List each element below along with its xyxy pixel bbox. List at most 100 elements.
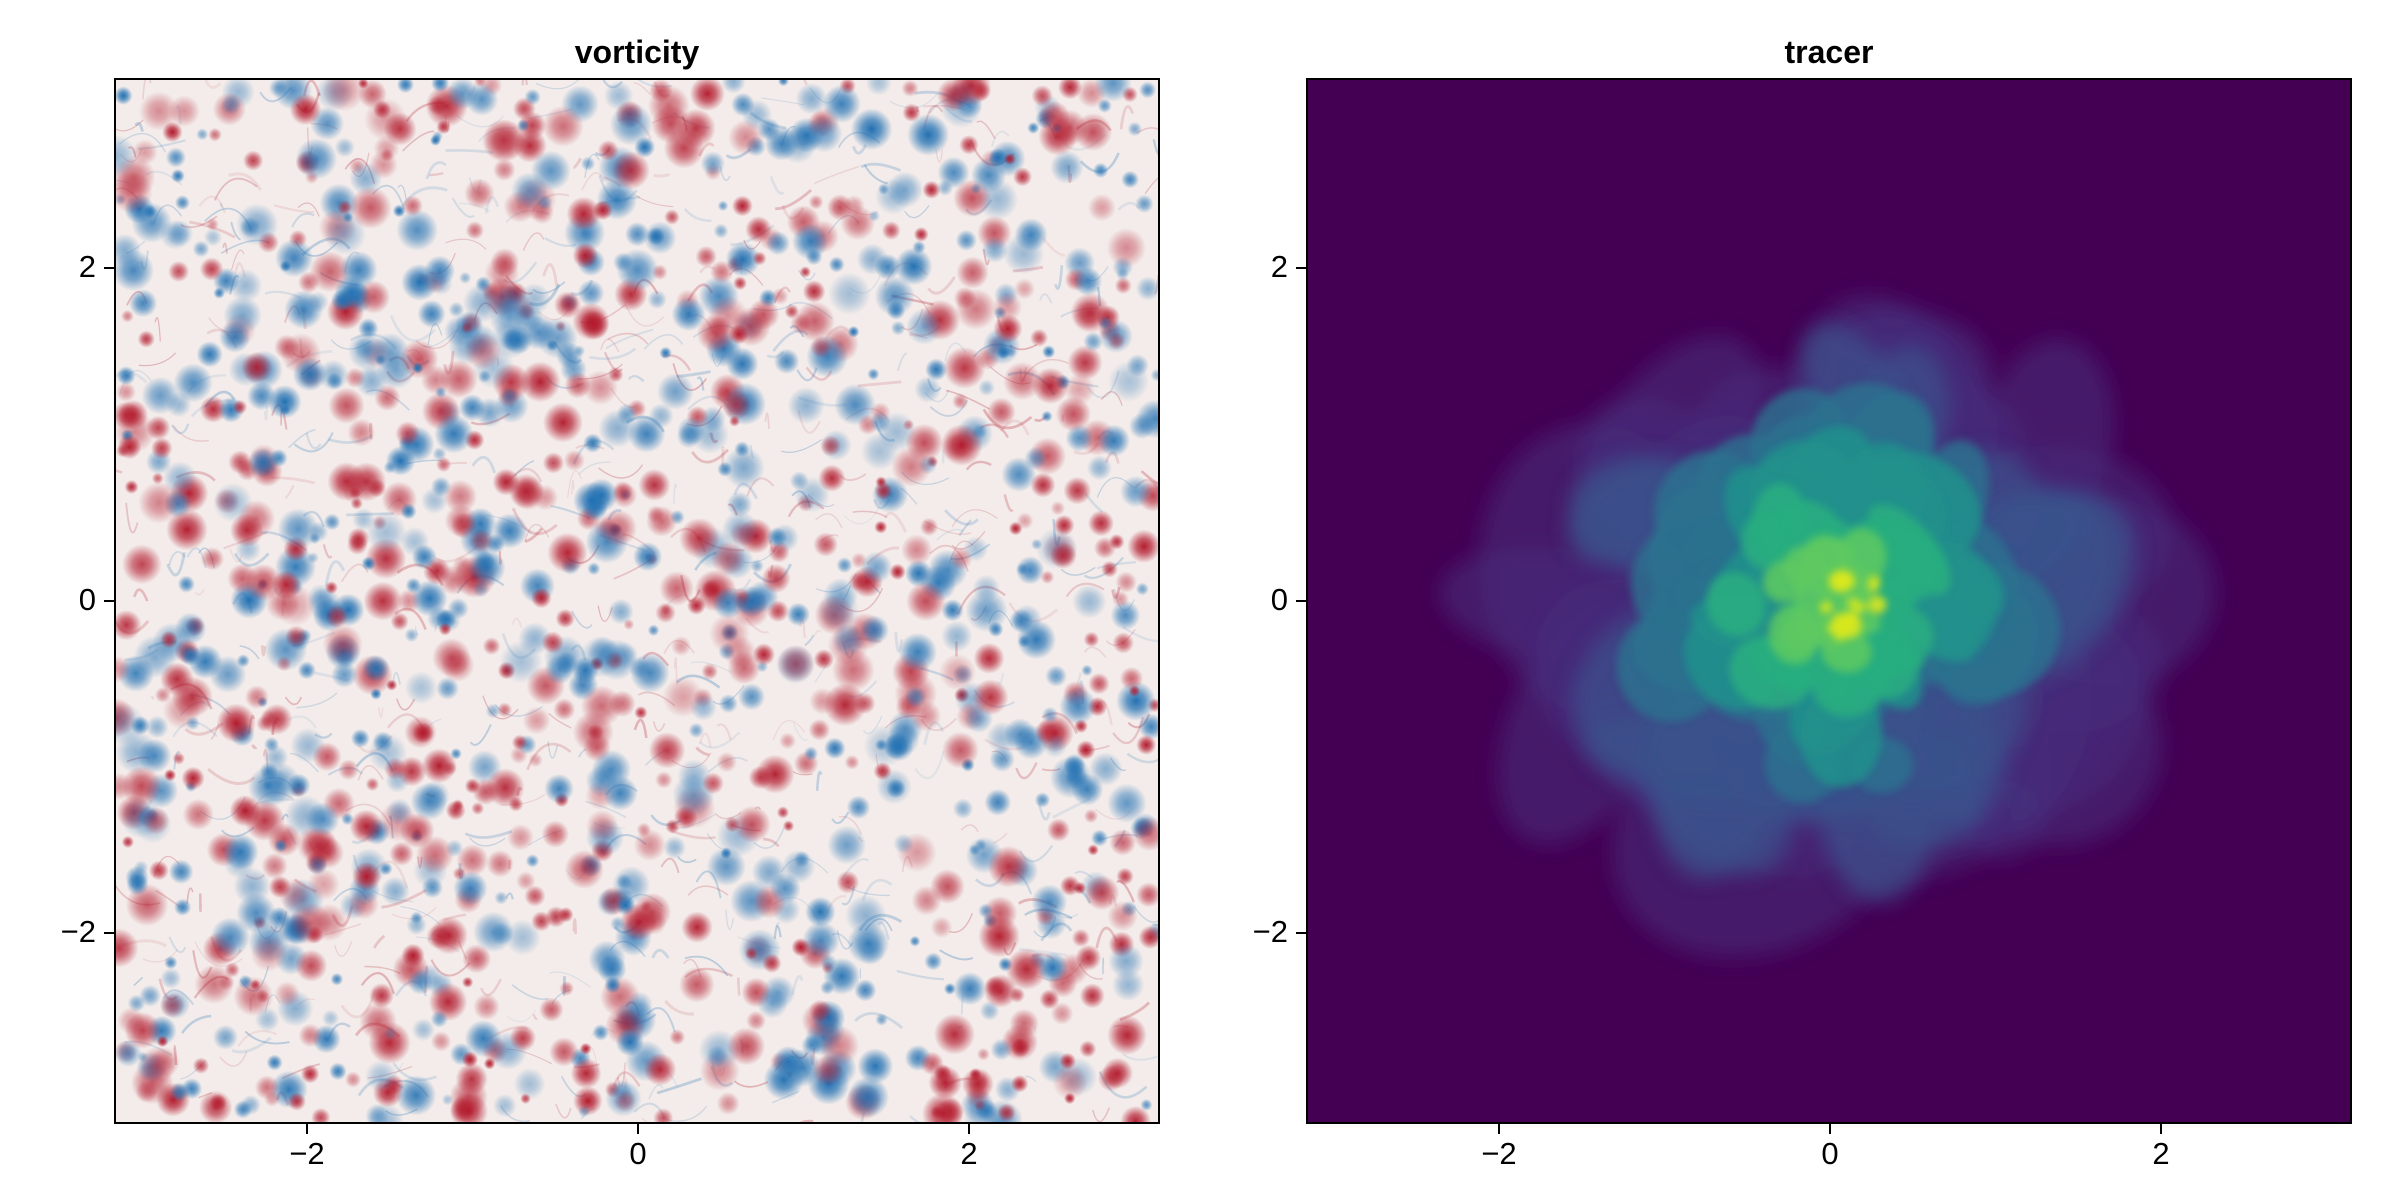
negative-vortex — [430, 476, 452, 497]
positive-vortex — [541, 820, 570, 848]
negative-vortex — [803, 746, 819, 761]
positive-vortex — [929, 869, 965, 905]
negative-vortex — [1093, 162, 1109, 179]
vorticity-filament — [542, 263, 559, 287]
vorticity-filament — [535, 80, 579, 90]
positive-vortex — [278, 878, 312, 912]
negative-vortex — [627, 415, 666, 453]
positive-vortex — [464, 332, 502, 370]
negative-vortex — [857, 1048, 894, 1085]
negative-vortex — [474, 550, 496, 573]
positive-vortex — [307, 868, 340, 901]
positive-vortex — [1030, 472, 1056, 498]
negative-vortex — [203, 228, 223, 247]
positive-vortex — [728, 119, 764, 156]
positive-vortex — [461, 1051, 479, 1068]
positive-vortex — [148, 860, 169, 881]
negative-vortex — [805, 114, 843, 153]
positive-vortex — [232, 399, 248, 415]
positive-vortex — [1107, 900, 1138, 932]
vorticity-filament — [360, 972, 396, 995]
positive-vortex — [592, 200, 613, 221]
positive-vortex — [471, 801, 485, 816]
vorticity-filament — [168, 550, 186, 566]
positive-vortex — [1052, 1064, 1088, 1100]
positive-vortex — [570, 1057, 602, 1089]
positive-vortex — [790, 313, 812, 335]
positive-vortex — [599, 509, 638, 548]
negative-vortex — [307, 291, 329, 313]
positive-vortex — [344, 367, 366, 389]
negative-vortex — [609, 102, 653, 146]
positive-vortex — [585, 809, 619, 843]
negative-vortex — [165, 391, 192, 418]
negative-vortex — [166, 220, 194, 248]
vorticity-filament — [1152, 139, 1158, 156]
positive-vortex — [978, 915, 1021, 958]
positive-vortex — [689, 80, 725, 112]
negative-vortex — [579, 226, 595, 242]
positive-vortex — [920, 1051, 944, 1076]
positive-vortex — [385, 679, 398, 691]
positive-vortex — [1087, 510, 1115, 537]
positive-vortex — [1070, 292, 1111, 334]
positive-vortex — [1119, 666, 1144, 691]
positive-vortex — [464, 178, 495, 209]
positive-vortex — [955, 288, 997, 330]
positive-vortex — [168, 260, 190, 283]
positive-vortex — [721, 390, 752, 421]
negative-vortex — [450, 747, 462, 760]
positive-vortex — [255, 989, 270, 1004]
vorticity-filament — [965, 460, 992, 471]
negative-vortex — [802, 921, 840, 959]
positive-vortex — [486, 849, 514, 878]
negative-vortex — [955, 229, 977, 252]
x-tick-mark — [2160, 1124, 2162, 1134]
positive-vortex — [997, 1103, 1016, 1122]
positive-vortex — [1111, 590, 1129, 608]
negative-vortex — [777, 80, 789, 87]
positive-vortex — [216, 703, 256, 743]
vorticity-filament — [397, 184, 407, 200]
negative-vortex — [499, 640, 543, 684]
positive-vortex — [1008, 521, 1023, 536]
negative-vortex — [1094, 80, 1132, 102]
negative-vortex — [170, 168, 185, 183]
x-tick-mark — [968, 1124, 970, 1134]
vorticity-filament — [696, 376, 705, 391]
negative-vortex — [307, 584, 334, 611]
positive-vortex — [1106, 228, 1147, 268]
positive-vortex — [473, 993, 500, 1021]
vorticity-filament — [198, 195, 227, 214]
vorticity-filament — [1140, 470, 1158, 485]
negative-vortex — [989, 746, 1015, 772]
positive-vortex — [1112, 632, 1134, 654]
positive-vortex — [1032, 367, 1069, 405]
vorticity-filament — [804, 634, 815, 647]
negative-vortex — [936, 179, 954, 196]
negative-vortex — [1045, 665, 1067, 687]
positive-vortex — [836, 870, 860, 894]
positive-vortex — [497, 702, 513, 718]
positive-vortex — [481, 119, 525, 163]
vorticity-title: vorticity — [574, 34, 700, 70]
positive-vortex — [942, 731, 979, 769]
positive-vortex — [464, 778, 481, 794]
positive-vortex — [443, 479, 478, 514]
negative-vortex — [1115, 267, 1130, 281]
negative-vortex — [116, 135, 138, 178]
negative-vortex — [765, 231, 791, 256]
negative-vortex — [372, 731, 394, 753]
vorticity-filament — [469, 724, 492, 746]
negative-vortex — [324, 212, 367, 256]
positive-vortex — [1046, 818, 1071, 842]
vorticity-filament — [896, 969, 944, 981]
positive-vortex — [1003, 152, 1016, 166]
positive-vortex — [1083, 808, 1099, 824]
negative-vortex — [277, 508, 319, 550]
tracer-patch — [1794, 573, 1811, 591]
negative-vortex — [1041, 706, 1059, 724]
negative-vortex — [723, 446, 765, 489]
positive-vortex — [542, 452, 565, 474]
negative-vortex — [116, 1040, 142, 1068]
